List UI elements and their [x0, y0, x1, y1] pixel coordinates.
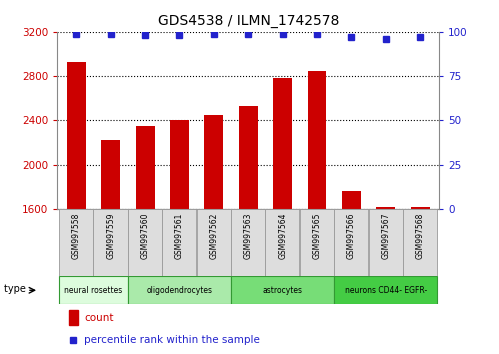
- Title: GDS4538 / ILMN_1742578: GDS4538 / ILMN_1742578: [158, 14, 339, 28]
- Bar: [231, 276, 334, 304]
- Text: GSM997563: GSM997563: [244, 212, 253, 259]
- Bar: [197, 209, 231, 276]
- Text: GSM997566: GSM997566: [347, 212, 356, 259]
- Text: GSM997561: GSM997561: [175, 212, 184, 259]
- Text: GSM997559: GSM997559: [106, 212, 115, 259]
- Bar: [101, 140, 120, 354]
- Bar: [334, 209, 368, 276]
- Bar: [128, 276, 231, 304]
- Bar: [162, 209, 196, 276]
- Text: count: count: [84, 313, 114, 323]
- Bar: [170, 120, 189, 354]
- Bar: [67, 62, 86, 354]
- Text: GSM997565: GSM997565: [312, 212, 321, 259]
- Text: percentile rank within the sample: percentile rank within the sample: [84, 335, 260, 346]
- Text: GSM997567: GSM997567: [381, 212, 390, 259]
- Bar: [93, 209, 128, 276]
- Bar: [231, 209, 265, 276]
- Text: GSM997560: GSM997560: [141, 212, 150, 259]
- Bar: [59, 209, 93, 276]
- Bar: [128, 209, 162, 276]
- Text: GSM997564: GSM997564: [278, 212, 287, 259]
- Text: GSM997562: GSM997562: [210, 212, 219, 259]
- Bar: [307, 70, 326, 354]
- Bar: [342, 191, 361, 354]
- Text: GSM997558: GSM997558: [72, 212, 81, 259]
- Bar: [205, 115, 224, 354]
- Text: GSM997568: GSM997568: [416, 212, 425, 259]
- Text: oligodendrocytes: oligodendrocytes: [146, 286, 212, 295]
- Bar: [273, 78, 292, 354]
- Bar: [239, 106, 257, 354]
- Text: neural rosettes: neural rosettes: [64, 286, 122, 295]
- Bar: [265, 209, 299, 276]
- Bar: [334, 276, 437, 304]
- Bar: [369, 209, 403, 276]
- Bar: [136, 126, 155, 354]
- Text: cell type: cell type: [0, 284, 26, 294]
- Bar: [59, 276, 128, 304]
- Bar: [403, 209, 437, 276]
- Bar: [300, 209, 334, 276]
- Bar: [411, 207, 430, 354]
- Bar: [376, 207, 395, 354]
- Text: astrocytes: astrocytes: [262, 286, 302, 295]
- Text: neurons CD44- EGFR-: neurons CD44- EGFR-: [344, 286, 427, 295]
- Bar: [69, 310, 78, 325]
